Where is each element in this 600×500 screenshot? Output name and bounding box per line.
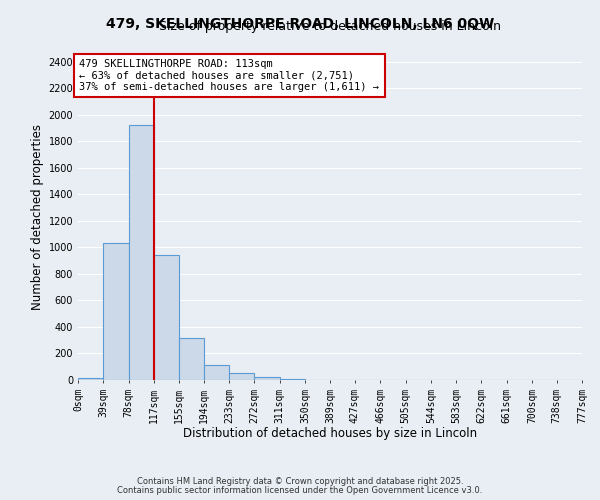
Title: Size of property relative to detached houses in Lincoln: Size of property relative to detached ho… bbox=[159, 20, 501, 33]
Bar bbox=[103, 244, 128, 380]
X-axis label: Distribution of detached houses by size in Lincoln: Distribution of detached houses by size … bbox=[183, 427, 477, 440]
Text: 479, SKELLINGTHORPE ROAD, LINCOLN, LN6 0QW: 479, SKELLINGTHORPE ROAD, LINCOLN, LN6 0… bbox=[106, 18, 494, 32]
Bar bbox=[154, 256, 179, 380]
Bar bbox=[179, 338, 204, 380]
Bar bbox=[204, 366, 229, 380]
Bar bbox=[78, 378, 103, 380]
Y-axis label: Number of detached properties: Number of detached properties bbox=[31, 124, 44, 310]
Text: Contains public sector information licensed under the Open Government Licence v3: Contains public sector information licen… bbox=[118, 486, 482, 495]
Bar bbox=[128, 126, 154, 380]
Text: Contains HM Land Registry data © Crown copyright and database right 2025.: Contains HM Land Registry data © Crown c… bbox=[137, 477, 463, 486]
Bar bbox=[254, 376, 280, 380]
Text: 479 SKELLINGTHORPE ROAD: 113sqm
← 63% of detached houses are smaller (2,751)
37%: 479 SKELLINGTHORPE ROAD: 113sqm ← 63% of… bbox=[79, 59, 379, 92]
Bar bbox=[229, 374, 254, 380]
